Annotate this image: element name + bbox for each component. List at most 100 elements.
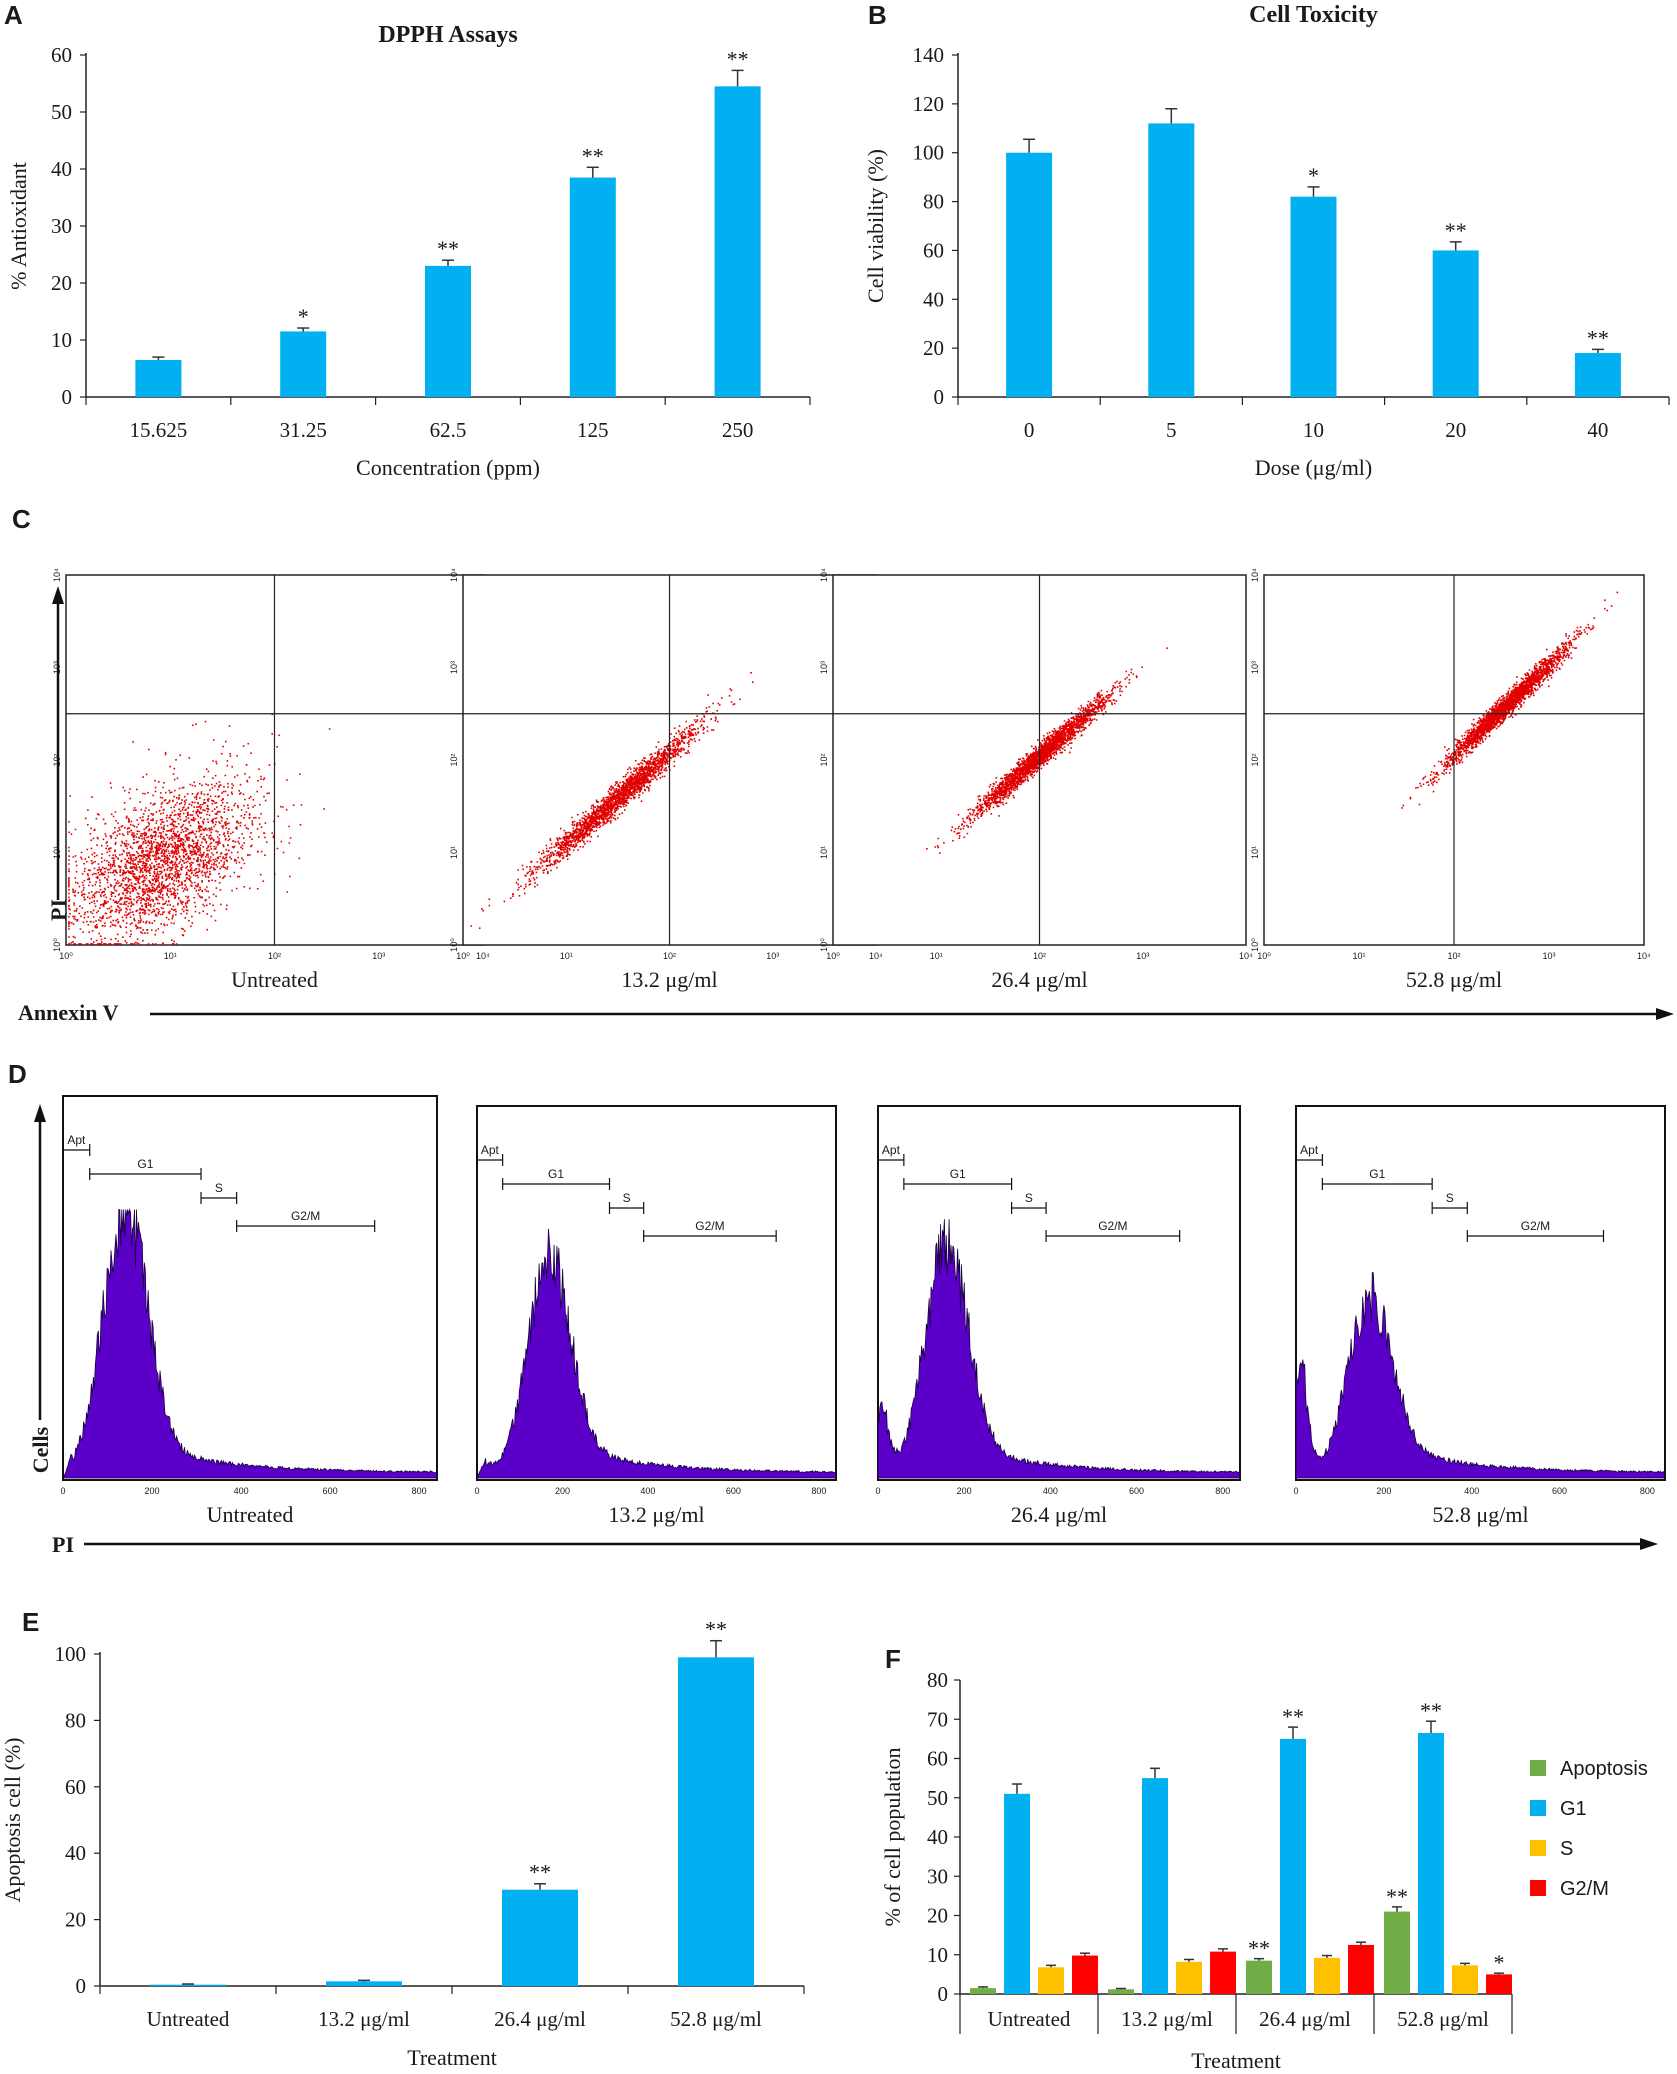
x-tick-label: 10⁰ [59,951,73,961]
panel-condition-label: 52.8 μg/ml [1432,1502,1528,1527]
y-tick-label: 10³ [819,661,829,674]
x-tick-label: 600 [1129,1486,1144,1496]
y-tick-label: 0 [938,1982,949,2006]
histogram-area [1295,1272,1666,1479]
x-tick-label: 10¹ [1352,951,1365,961]
bar-apoptosis [1246,1960,1272,1994]
y-tick-label: 20 [923,336,944,360]
significance-marker: ** [582,143,604,168]
x-tick-label: 200 [555,1486,570,1496]
y-tick-label: 10⁰ [1250,938,1260,952]
x-tick-label: 10² [268,951,281,961]
x-tick-label: 10² [1033,951,1046,961]
bar-g1 [1280,1738,1306,1994]
x-tick-label: 0 [60,1486,65,1496]
y-tick-label: 10⁰ [449,938,459,952]
x-tick-label: 10² [663,951,676,961]
gate-label: G1 [137,1157,153,1171]
chart-d-cell-cycle: Apt G1 S G2/M 0 200 400 600 800 Untreated Apt G1 S G2… [28,1095,1666,1557]
gate-label: G2/M [695,1219,724,1233]
x-tick-label: 200 [1376,1486,1391,1496]
panel-condition-label: Untreated [231,967,318,992]
bar-g1 [1004,1793,1030,1994]
panel-label-f: F [885,1644,901,1674]
gate-label: G2/M [1098,1219,1127,1233]
x-tick-label: 800 [811,1486,826,1496]
significance-marker: ** [1282,1704,1304,1729]
legend-label: G1 [1560,1798,1587,1820]
bar-s [1176,1961,1202,1994]
gate-label: G1 [950,1167,966,1181]
bar-g2m [1486,1974,1512,1994]
histogram-area [877,1219,1241,1479]
x-tick-label: Untreated [988,2007,1071,2031]
x-tick-label: 400 [1043,1486,1058,1496]
bar [1006,152,1053,397]
scatter-points [926,647,1168,854]
y-tick-label: 60 [65,1775,86,1799]
y-tick-label: 40 [927,1825,948,1849]
gate-label: G2/M [1521,1219,1550,1233]
bar-apoptosis [970,1988,996,1994]
chart-title: Cell Toxicity [1249,2,1378,28]
bar [502,1889,578,1986]
bar-apoptosis [1384,1911,1410,1994]
x-tick-label: 10¹ [560,951,573,961]
x-tick-label: 26.4 μg/ml [1259,2007,1351,2031]
gate-label: Apt [1300,1143,1319,1157]
y-tick-label: 10⁴ [449,568,459,582]
panel-label-a: A [4,0,23,30]
x-tick-label: 250 [722,418,754,442]
x-tick-label: 52.8 μg/ml [1397,2007,1489,2031]
y-tick-label: 10² [1250,753,1260,766]
gate-label: S [215,1181,223,1195]
y-tick-label: 10⁴ [1250,568,1260,582]
y-tick-label: 10³ [449,661,459,674]
y-tick-label: 40 [51,157,72,181]
y-tick-label: 120 [913,92,945,116]
panel-label-d: D [8,1059,27,1089]
y-tick-label: 30 [927,1864,948,1888]
y-tick-label: 10³ [1250,661,1260,674]
y-axis-arrowhead [52,586,64,604]
chart-b-cell-toxicity: Cell Toxicity 0 20 40 60 80 100 120 140 0 5 * 10 ** 20… [863,2,1670,480]
gate-label: G2/M [291,1209,320,1223]
significance-marker: ** [1587,325,1609,350]
bar-g2m [1210,1951,1236,1994]
x-tick-label: 20 [1445,418,1466,442]
chart-title: DPPH Assays [378,22,517,48]
y-tick-label: 40 [65,1841,86,1865]
x-tick-label: 400 [640,1486,655,1496]
bar [135,359,182,397]
y-tick-label: 10⁰ [52,938,62,952]
significance-marker: ** [705,1617,727,1642]
y-tick-label: 0 [934,385,945,409]
x-tick-label: 0 [1024,418,1035,442]
panel-condition-label: 26.4 μg/ml [1011,1502,1107,1527]
x-tick-label: 800 [1215,1486,1230,1496]
x-tick-label: 52.8 μg/ml [670,2007,762,2031]
bar-g1 [1418,1732,1444,1994]
legend-swatch [1530,1760,1546,1776]
x-tick-label: 10⁰ [456,951,470,961]
y-tick-label: 20 [51,271,72,295]
chart-c-flow-cytometry: 10⁰10⁰10¹10¹10²10²10³10³10⁴10⁴Untreated1… [18,568,1674,1025]
gate-label: Apt [481,1143,500,1157]
y-tick-label: 30 [51,214,72,238]
y-tick-label: 10² [819,753,829,766]
gate-label: Apt [67,1133,86,1147]
x-tick-label: 62.5 [430,418,467,442]
scatter-points [470,672,754,929]
bar-apoptosis [1108,1989,1134,1994]
x-tick-label: 0 [1293,1486,1298,1496]
y-axis-label: PI [46,899,71,921]
y-tick-label: 20 [65,1908,86,1932]
x-tick-label: 13.2 μg/ml [318,2007,410,2031]
x-axis-label: Dose (μg/ml) [1255,455,1373,480]
panel-condition-label: 52.8 μg/ml [1406,967,1502,992]
y-tick-label: 20 [927,1904,948,1928]
x-tick-label: 200 [145,1486,160,1496]
bar [150,1984,226,1986]
bar [1432,250,1479,397]
